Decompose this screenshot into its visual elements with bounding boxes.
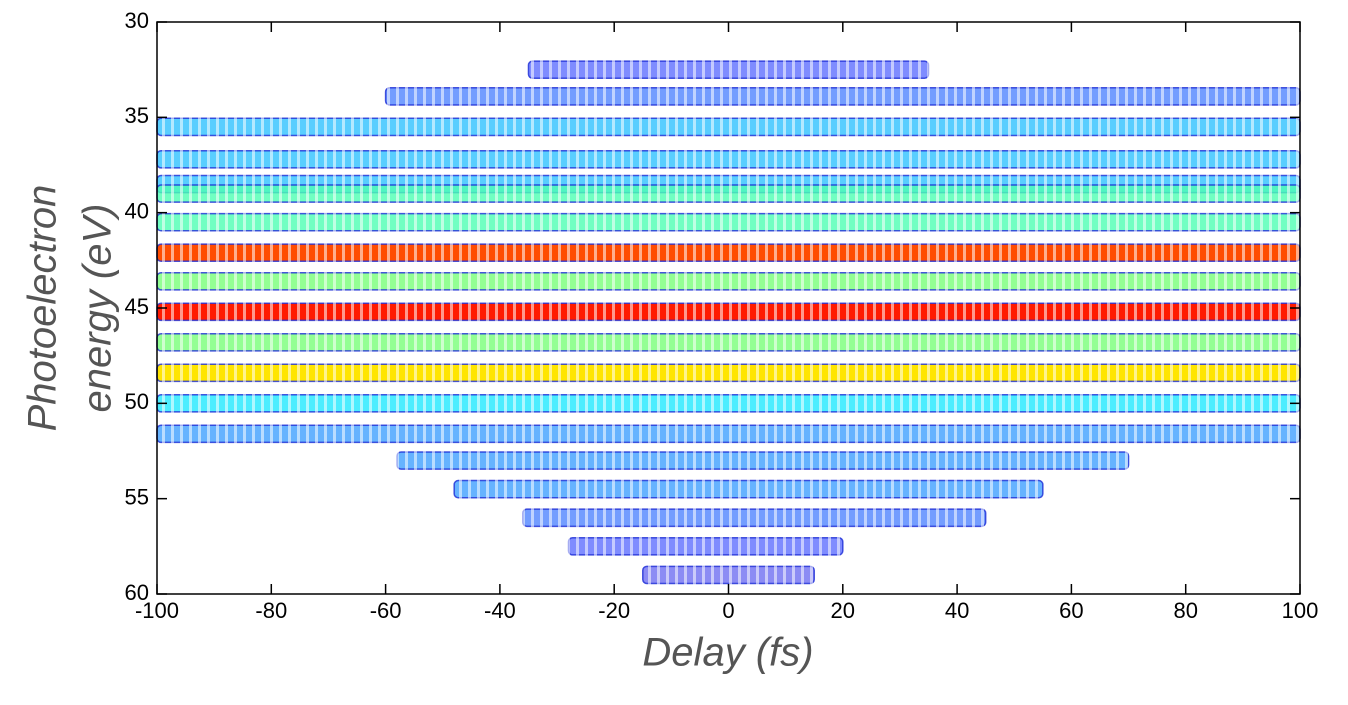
x-tick-label: -20 (598, 598, 630, 623)
y-axis-label: Photoelectron (21, 185, 65, 432)
x-tick-label: -80 (255, 598, 287, 623)
x-tick-label: 40 (945, 598, 969, 623)
x-tick-label: 0 (722, 598, 734, 623)
y-axis-label: energy (eV) (76, 204, 120, 413)
y-tick-label: 35 (125, 103, 149, 128)
y-tick-label: 45 (125, 294, 149, 319)
y-tick-label: 30 (125, 8, 149, 33)
y-axis-label-group: energy (eV) (76, 204, 120, 413)
y-tick-label: 40 (125, 198, 149, 223)
x-tick-label: 100 (1282, 598, 1319, 623)
x-tick-label: 60 (1059, 598, 1083, 623)
y-tick-label: 60 (125, 580, 149, 605)
x-axis-label: Delay (fs) (642, 631, 813, 675)
x-tick-label: 20 (831, 598, 855, 623)
x-tick-label: 80 (1173, 598, 1197, 623)
x-tick-label: -100 (135, 598, 179, 623)
y-tick-label: 55 (125, 484, 149, 509)
x-tick-label: -40 (484, 598, 516, 623)
y-axis-label-group: Photoelectron (21, 185, 65, 432)
fringe-texture (157, 22, 1300, 594)
y-tick-label: 50 (125, 389, 149, 414)
x-tick-label: -60 (370, 598, 402, 623)
